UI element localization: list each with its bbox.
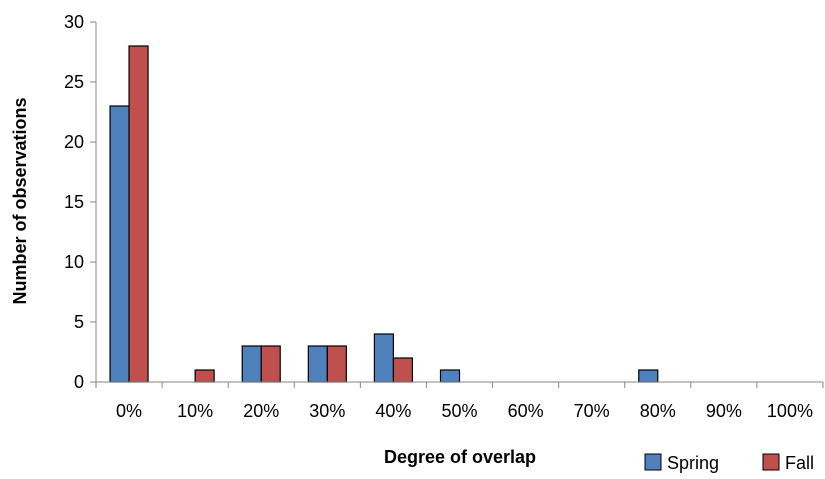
x-axis-title: Degree of overlap: [384, 447, 536, 467]
x-tick-label: 30%: [309, 401, 345, 421]
axes: [95, 22, 823, 383]
bar-fall-30pct: [326, 345, 347, 383]
legend-label-fall: Fall: [785, 453, 814, 473]
x-tick-label: 70%: [574, 401, 610, 421]
legend-swatch-spring: [644, 453, 662, 471]
bar-spring-20pct: [241, 345, 262, 383]
y-tick-label: 15: [64, 192, 84, 212]
y-tick-label: 25: [64, 72, 84, 92]
x-axis-ticks: 0% 10% 20% 30% 40% 50% 60% 70% 80% 90% 100%: [95, 382, 824, 421]
x-tick-label: 20%: [243, 401, 279, 421]
bar-spring-80pct: [638, 369, 659, 383]
legend: Spring Fall: [644, 453, 814, 473]
bar-spring-50pct: [439, 369, 461, 383]
x-tick-label: 100%: [767, 401, 813, 421]
bar-fall-0pct: [128, 45, 149, 383]
y-tick-label: 20: [64, 132, 84, 152]
y-tick-label: 5: [74, 312, 84, 332]
x-tick-label: 90%: [706, 401, 742, 421]
bar-spring-30pct: [307, 345, 328, 383]
legend-label-spring: Spring: [667, 453, 719, 473]
x-tick-label: 60%: [508, 401, 544, 421]
y-tick-label: 0: [74, 372, 84, 392]
bar-spring-0pct: [109, 105, 130, 383]
x-tick-label: 0%: [116, 401, 142, 421]
bars: [109, 45, 659, 383]
x-tick-label: 50%: [441, 401, 477, 421]
legend-swatch-fall: [762, 453, 780, 471]
bar-spring-40pct: [373, 333, 395, 383]
y-axis-ticks: 0 5 10 15 20 25 30: [64, 12, 96, 392]
y-axis-title: Number of observations: [10, 97, 30, 304]
bar-fall-10pct: [194, 369, 215, 383]
y-tick-label: 30: [64, 12, 84, 32]
x-tick-label: 40%: [375, 401, 411, 421]
x-tick-label: 80%: [640, 401, 676, 421]
y-tick-label: 10: [64, 252, 84, 272]
bar-fall-20pct: [260, 345, 281, 383]
x-tick-label: 10%: [177, 401, 213, 421]
bar-fall-40pct: [392, 357, 414, 383]
